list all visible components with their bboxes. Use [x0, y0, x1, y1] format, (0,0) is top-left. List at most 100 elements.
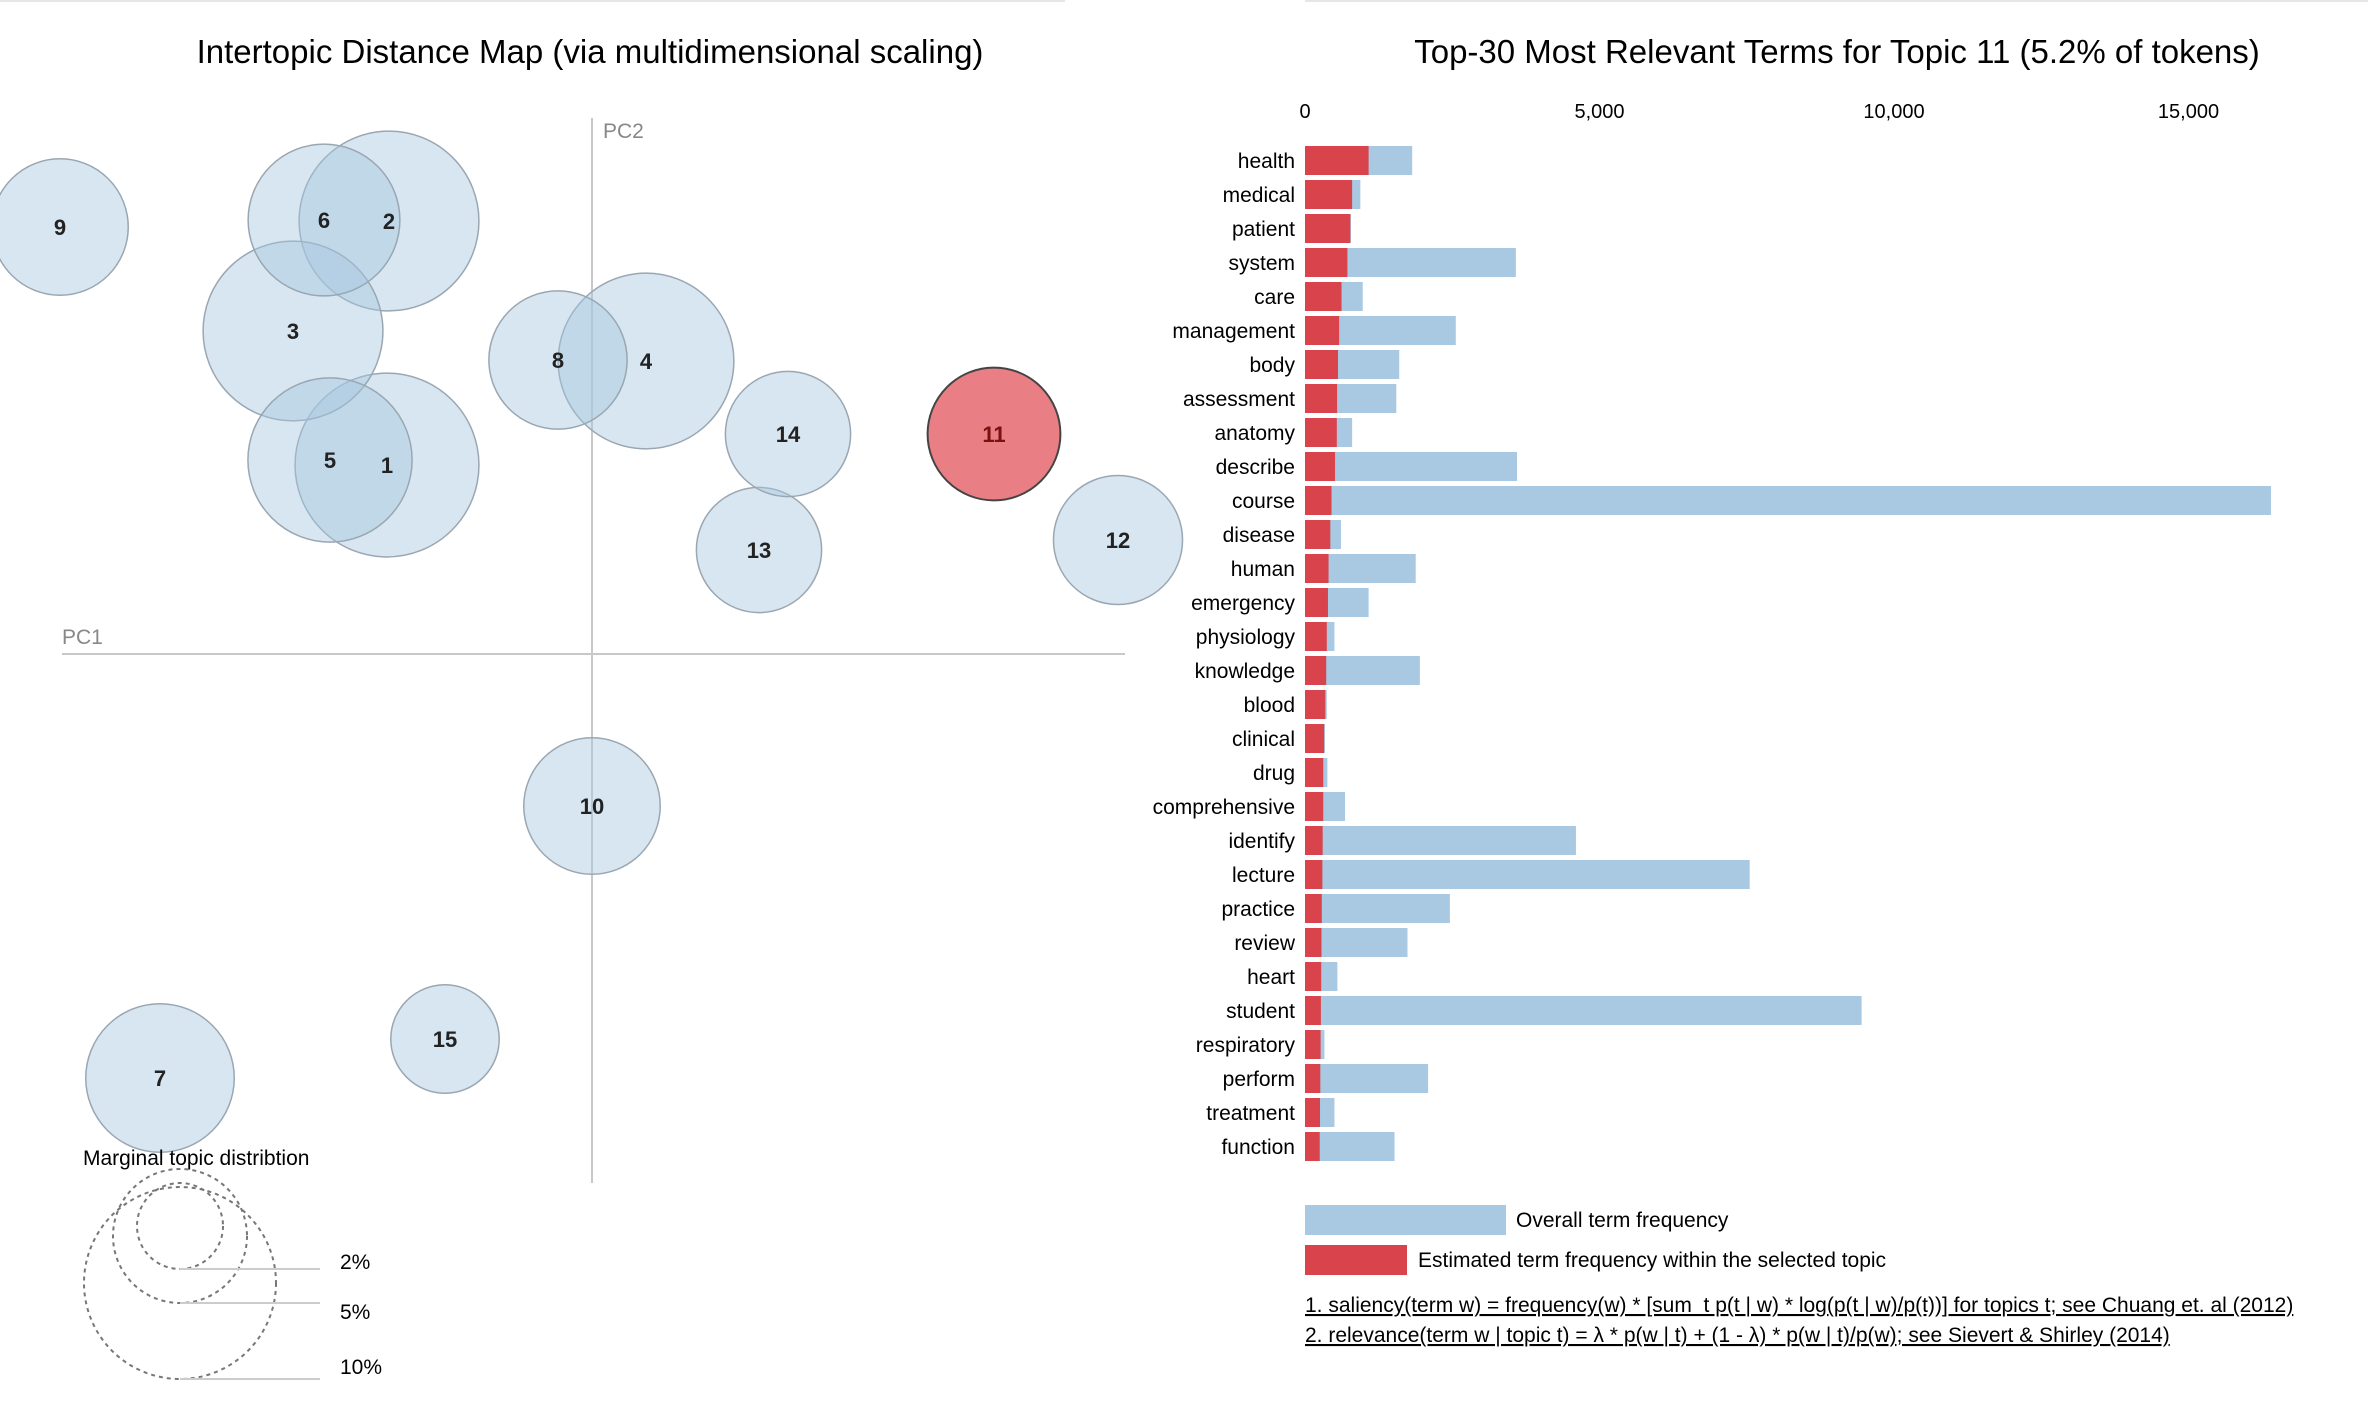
topic-bubble-label-6: 6	[318, 208, 330, 233]
topic-bar-knowledge[interactable]	[1305, 656, 1327, 685]
term-label-human[interactable]: human	[1231, 558, 1295, 581]
term-label-practice[interactable]: practice	[1221, 898, 1295, 921]
topic-bar-review[interactable]	[1305, 928, 1322, 957]
term-label-assessment[interactable]: assessment	[1183, 388, 1295, 411]
overall-bar-review[interactable]	[1305, 928, 1408, 957]
topic-bar-drug[interactable]	[1305, 758, 1324, 787]
topic-bar-student[interactable]	[1305, 996, 1321, 1025]
topic-bar-respiratory[interactable]	[1305, 1030, 1321, 1059]
topic-bar-medical[interactable]	[1305, 180, 1353, 209]
marginal-circle-10	[83, 1186, 277, 1380]
term-label-health[interactable]: health	[1238, 150, 1295, 173]
topic-bar-system[interactable]	[1305, 248, 1348, 277]
term-label-comprehensive[interactable]: comprehensive	[1153, 796, 1295, 819]
term-label-system[interactable]: system	[1228, 252, 1295, 275]
term-label-drug[interactable]: drug	[1253, 762, 1295, 785]
topic-bar-perform[interactable]	[1305, 1064, 1321, 1093]
term-label-lecture[interactable]: lecture	[1232, 864, 1295, 887]
term-label-patient[interactable]: patient	[1232, 218, 1295, 241]
overall-bar-practice[interactable]	[1305, 894, 1450, 923]
overall-bar-perform[interactable]	[1305, 1064, 1429, 1093]
term-labels: health medical patient system care management…	[1153, 150, 1296, 1159]
topic-bar-identify[interactable]	[1305, 826, 1323, 855]
topic-bubble-6[interactable]	[247, 143, 401, 297]
topic-bubble-12[interactable]	[1052, 474, 1184, 606]
saliency-footnote[interactable]: 1. saliency(term w) = frequency(w) * [su…	[1305, 1294, 2293, 1317]
overall-bar-function[interactable]	[1305, 1132, 1395, 1161]
topic-bubble-7[interactable]	[85, 1003, 235, 1153]
x-axis-ticks: 0 5,000 10,000 15,000	[1299, 101, 2219, 123]
term-label-blood[interactable]: blood	[1244, 694, 1295, 717]
topic-bubble-8[interactable]	[488, 290, 628, 430]
relevance-footnote[interactable]: 2. relevance(term w | topic t) = λ * p(w…	[1305, 1324, 2170, 1347]
topic-bubble-3[interactable]	[202, 240, 384, 422]
topic-bar-assessment[interactable]	[1305, 384, 1338, 413]
topic-bubble-14[interactable]	[724, 370, 852, 498]
overall-bar-identify[interactable]	[1305, 826, 1576, 855]
topic-bar-clinical[interactable]	[1305, 724, 1325, 753]
topic-bubble-label-5: 5	[324, 448, 336, 473]
term-label-physiology[interactable]: physiology	[1196, 626, 1296, 649]
term-label-student[interactable]: student	[1226, 1000, 1295, 1023]
topic-bubble-11[interactable]	[926, 366, 1062, 502]
term-label-anatomy[interactable]: anatomy	[1214, 422, 1295, 445]
topic-bar-physiology[interactable]	[1305, 622, 1327, 651]
term-label-function[interactable]: function	[1221, 1136, 1295, 1159]
topic-bubble-1[interactable]	[294, 372, 480, 558]
topic-bar-anatomy[interactable]	[1305, 418, 1337, 447]
topic-bar-disease[interactable]	[1305, 520, 1331, 549]
marginal-title: Marginal topic distribtion	[83, 1147, 309, 1170]
term-label-medical[interactable]: medical	[1223, 184, 1295, 207]
topic-bubble-9[interactable]	[0, 158, 129, 296]
term-label-perform[interactable]: perform	[1223, 1068, 1295, 1091]
x-tick-label-5000: 5,000	[1574, 101, 1624, 123]
term-label-course[interactable]: course	[1232, 490, 1295, 513]
topic-bar-patient[interactable]	[1305, 214, 1351, 243]
topic-bar-human[interactable]	[1305, 554, 1329, 583]
overall-bar-student[interactable]	[1305, 996, 1862, 1025]
overall-bar-describe[interactable]	[1305, 452, 1518, 481]
term-label-management[interactable]: management	[1172, 320, 1295, 343]
topic-bubble-4[interactable]	[557, 272, 735, 450]
x-tick-label-0: 0	[1299, 101, 1310, 123]
topic-bubble-5[interactable]	[247, 377, 413, 543]
topic-bar-function[interactable]	[1305, 1132, 1320, 1161]
topic-bar-management[interactable]	[1305, 316, 1340, 345]
term-label-identify[interactable]: identify	[1228, 830, 1295, 853]
topic-bubble-15[interactable]	[390, 984, 500, 1094]
term-label-describe[interactable]: describe	[1216, 456, 1295, 479]
legend-overall-label: Overall term frequency	[1516, 1209, 1729, 1232]
term-label-emergency[interactable]: emergency	[1191, 592, 1295, 615]
topic-bar-lecture[interactable]	[1305, 860, 1323, 889]
topic-bar-treatment[interactable]	[1305, 1098, 1321, 1127]
term-label-disease[interactable]: disease	[1223, 524, 1295, 547]
term-label-treatment[interactable]: treatment	[1206, 1102, 1295, 1125]
overall-bar-course[interactable]	[1305, 486, 2271, 515]
intertopic-distance-map: Intertopic Distance Map (via multidimens…	[0, 33, 1184, 1380]
overall-bar-lecture[interactable]	[1305, 860, 1750, 889]
topic-bar-comprehensive[interactable]	[1305, 792, 1324, 821]
topic-bar-blood[interactable]	[1305, 690, 1326, 719]
topic-bar-describe[interactable]	[1305, 452, 1336, 481]
term-label-care[interactable]: care	[1254, 286, 1295, 309]
topic-bar-health[interactable]	[1305, 146, 1369, 175]
term-label-body[interactable]: body	[1249, 354, 1295, 377]
term-label-heart[interactable]: heart	[1247, 966, 1295, 989]
term-label-respiratory[interactable]: respiratory	[1196, 1034, 1296, 1057]
topic-bubble-2[interactable]	[298, 130, 480, 312]
term-label-clinical[interactable]: clinical	[1232, 728, 1295, 751]
topic-bubble-10[interactable]	[523, 737, 661, 875]
topic-bubble-label-4: 4	[640, 349, 653, 374]
topic-bar-care[interactable]	[1305, 282, 1342, 311]
pc2-label: PC2	[603, 120, 644, 143]
topic-bar-body[interactable]	[1305, 350, 1338, 379]
topic-bar-heart[interactable]	[1305, 962, 1322, 991]
topic-bar-practice[interactable]	[1305, 894, 1322, 923]
term-label-review[interactable]: review	[1234, 932, 1296, 955]
topic-bar-course[interactable]	[1305, 486, 1332, 515]
topic-bubble-13[interactable]	[695, 486, 823, 614]
map-title: Intertopic Distance Map (via multidimens…	[197, 33, 984, 70]
topic-bar-emergency[interactable]	[1305, 588, 1328, 617]
term-label-knowledge[interactable]: knowledge	[1195, 660, 1295, 683]
